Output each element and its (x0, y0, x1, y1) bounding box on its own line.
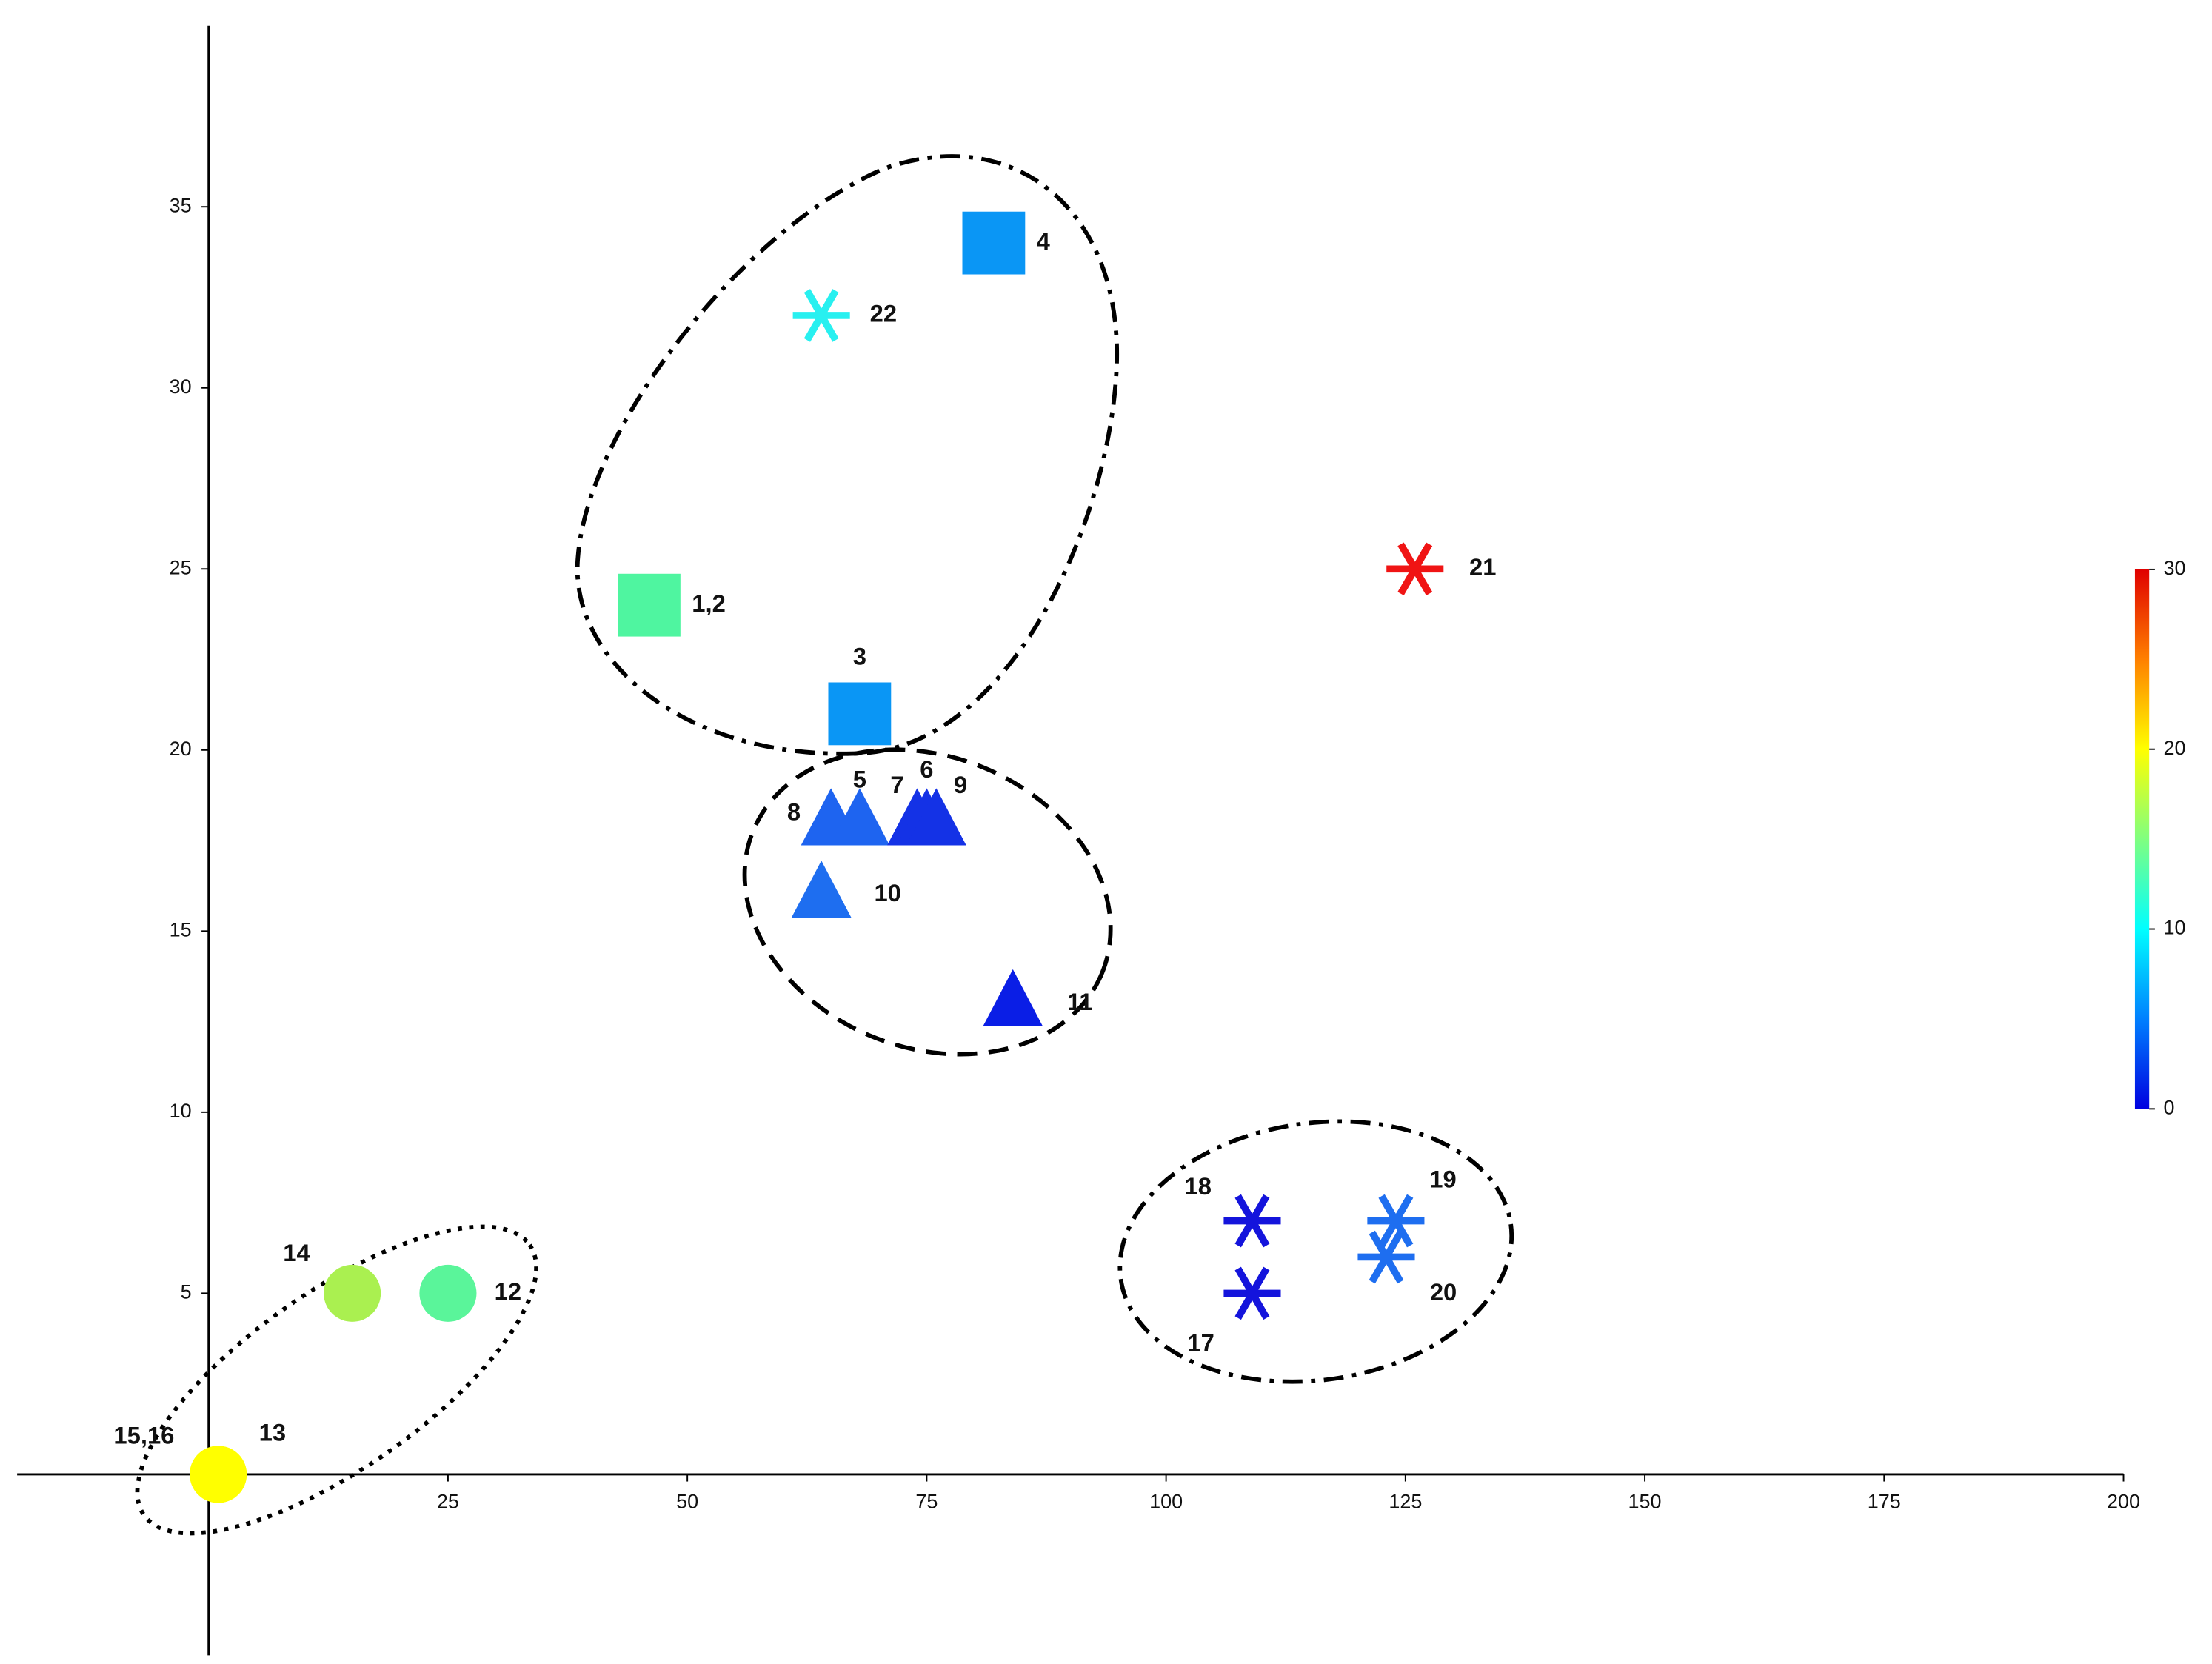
asterisk-marker (1357, 1230, 1415, 1284)
colorbar-tick-label: 30 (2163, 557, 2185, 579)
point-label: 11 (1067, 988, 1093, 1015)
point-label: 14 (283, 1239, 310, 1266)
square-marker (618, 573, 681, 637)
circle-marker (190, 1446, 247, 1503)
x-tick-label: 150 (1628, 1491, 1662, 1513)
point-label: 6 (920, 755, 933, 783)
cluster-outline (1117, 1119, 1514, 1384)
colorbar-tick-label: 0 (2163, 1096, 2174, 1118)
x-tick-label: 175 (1868, 1491, 1901, 1513)
x-tick-label: 75 (915, 1491, 938, 1513)
point-label: 20 (1430, 1278, 1457, 1306)
point-label: 15,16 (113, 1421, 174, 1449)
asterisk-marker (1386, 542, 1444, 596)
point-label: 17 (1187, 1329, 1214, 1356)
x-tick-label: 100 (1149, 1491, 1183, 1513)
square-marker (962, 211, 1026, 275)
y-tick-label: 20 (170, 738, 192, 760)
point-label: 21 (1469, 553, 1496, 581)
cluster-outlines (135, 154, 1514, 1536)
circle-marker (324, 1264, 381, 1322)
triangle-marker (906, 788, 966, 846)
square-marker (828, 682, 892, 746)
point-label: 9 (954, 771, 967, 798)
asterisk-marker (1367, 1194, 1425, 1248)
y-tick-label: 10 (170, 1100, 192, 1122)
point-label: 12 (495, 1277, 521, 1305)
point-label: 13 (259, 1419, 286, 1446)
y-tick-label: 25 (170, 556, 192, 578)
triangle-marker (791, 861, 852, 918)
y-tick-label: 35 (170, 194, 192, 216)
x-tick-label: 25 (437, 1491, 459, 1513)
point-label: 3 (853, 642, 866, 669)
point-label: 5 (853, 765, 866, 792)
x-tick-label: 50 (676, 1491, 698, 1513)
colorbar-tick-label: 10 (2163, 917, 2185, 939)
colorbar-tick-label: 20 (2163, 737, 2185, 759)
point-label: 1,2 (692, 589, 726, 617)
asterisk-marker (1223, 1194, 1281, 1248)
y-tick-label: 5 (181, 1281, 192, 1303)
point-label: 4 (1037, 227, 1051, 255)
point-label: 19 (1429, 1165, 1456, 1192)
point-label: 8 (787, 798, 801, 826)
y-tick-label: 15 (170, 918, 192, 940)
triangle-marker (829, 788, 890, 846)
point-label: 7 (890, 771, 903, 798)
colorbar (2134, 569, 2150, 1109)
point-label: 18 (1185, 1172, 1212, 1200)
triangle-marker (983, 969, 1043, 1026)
cluster-outline (742, 747, 1113, 1057)
cluster-outline (135, 1224, 539, 1536)
point-label: 22 (870, 300, 897, 327)
asterisk-marker (1223, 1266, 1281, 1320)
cluster-outline (575, 154, 1119, 756)
asterisk-marker (792, 289, 850, 342)
point-label: 10 (874, 879, 900, 906)
y-tick-label: 30 (170, 375, 192, 398)
circle-marker (419, 1264, 477, 1322)
x-tick-label: 125 (1389, 1491, 1422, 1513)
x-tick-label: 200 (2107, 1491, 2140, 1513)
